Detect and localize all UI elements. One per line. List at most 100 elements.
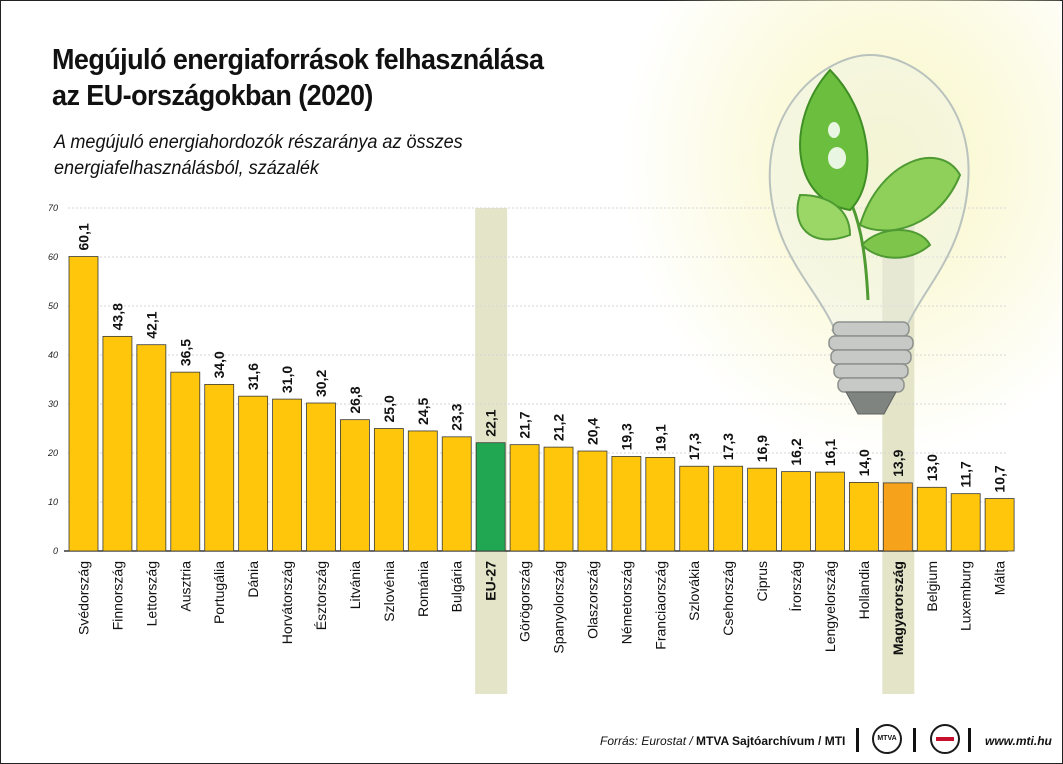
bar xyxy=(781,471,811,552)
value-label: 25,0 xyxy=(381,395,397,422)
category-label: Dánia xyxy=(245,561,261,598)
value-label: 13,9 xyxy=(890,449,906,476)
value-label: 26,8 xyxy=(347,386,363,413)
category-label: Olaszország xyxy=(584,561,600,639)
bar xyxy=(882,482,913,552)
bar xyxy=(679,465,710,552)
value-label: 31,6 xyxy=(245,363,261,390)
category-label: Lengyelország xyxy=(822,561,838,652)
value-label: 42,1 xyxy=(143,311,159,338)
value-label: 31,0 xyxy=(279,366,295,393)
bar xyxy=(306,402,336,552)
category-label: Ausztria xyxy=(177,561,193,612)
value-label: 13,0 xyxy=(924,454,940,481)
separator xyxy=(968,728,971,752)
category-label: Finnország xyxy=(109,561,125,630)
value-label: 21,2 xyxy=(551,414,567,441)
value-label: 36,5 xyxy=(177,339,193,366)
bar xyxy=(848,481,879,552)
lightbulb-icon xyxy=(768,53,970,415)
value-label: 16,9 xyxy=(754,435,770,462)
bar xyxy=(747,467,777,552)
bar xyxy=(102,335,133,552)
value-label: 14,0 xyxy=(856,449,872,476)
y-tick-label: 10 xyxy=(48,497,58,507)
category-label: EU-27 xyxy=(483,561,499,601)
y-tick-label: 20 xyxy=(47,448,58,458)
value-label: 34,0 xyxy=(211,351,227,378)
bar xyxy=(475,442,506,552)
bar xyxy=(204,383,235,552)
website-link[interactable]: www.mti.hu xyxy=(985,734,1052,748)
value-label: 11,7 xyxy=(958,461,974,488)
mti-logo-icon xyxy=(930,724,960,754)
source-prefix: Forrás: Eurostat / xyxy=(600,734,697,748)
category-label: Bulgária xyxy=(449,561,465,613)
category-label: Szlovákia xyxy=(686,561,702,621)
category-label: Svédország xyxy=(76,561,92,635)
bar xyxy=(68,256,99,552)
value-label: 60,1 xyxy=(76,223,92,250)
bar xyxy=(543,446,574,552)
category-label: Lettország xyxy=(143,561,159,626)
value-label: 10,7 xyxy=(992,465,1008,492)
bar xyxy=(136,344,167,552)
chart-title: Megújuló energiaforrások felhasználása a… xyxy=(52,42,544,114)
category-label: Horvátország xyxy=(279,561,295,644)
y-tick-label: 50 xyxy=(48,301,58,311)
category-label: Spanyolország xyxy=(551,561,567,654)
category-label: Magyarország xyxy=(890,561,906,655)
category-label: Portugália xyxy=(211,561,227,624)
value-label: 22,1 xyxy=(483,409,499,436)
category-label: Franciaország xyxy=(652,561,668,650)
bar xyxy=(509,444,540,552)
subtitle-line-2: energiafelhasználásból, százalék xyxy=(54,158,319,179)
mtva-logo: MTVA xyxy=(872,724,902,754)
category-label: Belgium xyxy=(924,561,940,612)
value-label: 30,2 xyxy=(313,370,329,397)
bar xyxy=(713,465,744,552)
subtitle-line-1: A megújuló energiahordozók részaránya az… xyxy=(54,132,463,153)
y-tick-label: 70 xyxy=(48,203,58,213)
chart-subtitle: A megújuló energiahordozók részaránya az… xyxy=(54,130,463,182)
category-label: Csehország xyxy=(720,561,736,636)
bar xyxy=(950,493,981,552)
category-label: Litvánia xyxy=(347,561,363,609)
bar xyxy=(272,398,302,552)
value-label: 16,2 xyxy=(788,438,804,465)
category-label: Észtország xyxy=(313,561,329,630)
value-label: 19,3 xyxy=(618,423,634,450)
bar xyxy=(340,419,370,552)
bar xyxy=(815,471,845,552)
separator xyxy=(913,728,916,752)
value-label: 21,7 xyxy=(517,411,533,438)
value-label: 17,3 xyxy=(686,433,702,460)
value-label: 19,1 xyxy=(652,424,668,451)
bar xyxy=(577,450,608,552)
category-label: Málta xyxy=(992,561,1008,595)
category-label: Hollandia xyxy=(856,561,872,620)
bar xyxy=(984,498,1015,552)
highlight-band xyxy=(882,208,915,694)
category-label: Románia xyxy=(415,561,431,617)
value-label: 23,3 xyxy=(449,403,465,430)
category-label: Luxemburg xyxy=(958,561,974,631)
bar xyxy=(373,428,404,552)
category-label: Szlovénia xyxy=(381,561,397,622)
bar xyxy=(407,430,438,552)
value-label: 24,5 xyxy=(415,397,431,424)
bar xyxy=(170,371,201,552)
value-label: 20,4 xyxy=(584,418,600,445)
title-line-2: az EU-országokban (2020) xyxy=(52,80,373,112)
bar xyxy=(441,436,472,552)
y-tick-label: 60 xyxy=(48,252,58,262)
title-line-1: Megújuló energiaforrások felhasználása xyxy=(52,44,544,76)
category-label: Görögország xyxy=(517,561,533,642)
mtva-logo-text: MTVA xyxy=(877,735,897,742)
bar xyxy=(238,395,269,552)
source-bold: MTVA Sajtóarchívum / MTI xyxy=(696,734,846,748)
category-label: Írország xyxy=(788,561,804,612)
y-tick-label: 0 xyxy=(53,546,58,556)
bar xyxy=(611,456,642,552)
